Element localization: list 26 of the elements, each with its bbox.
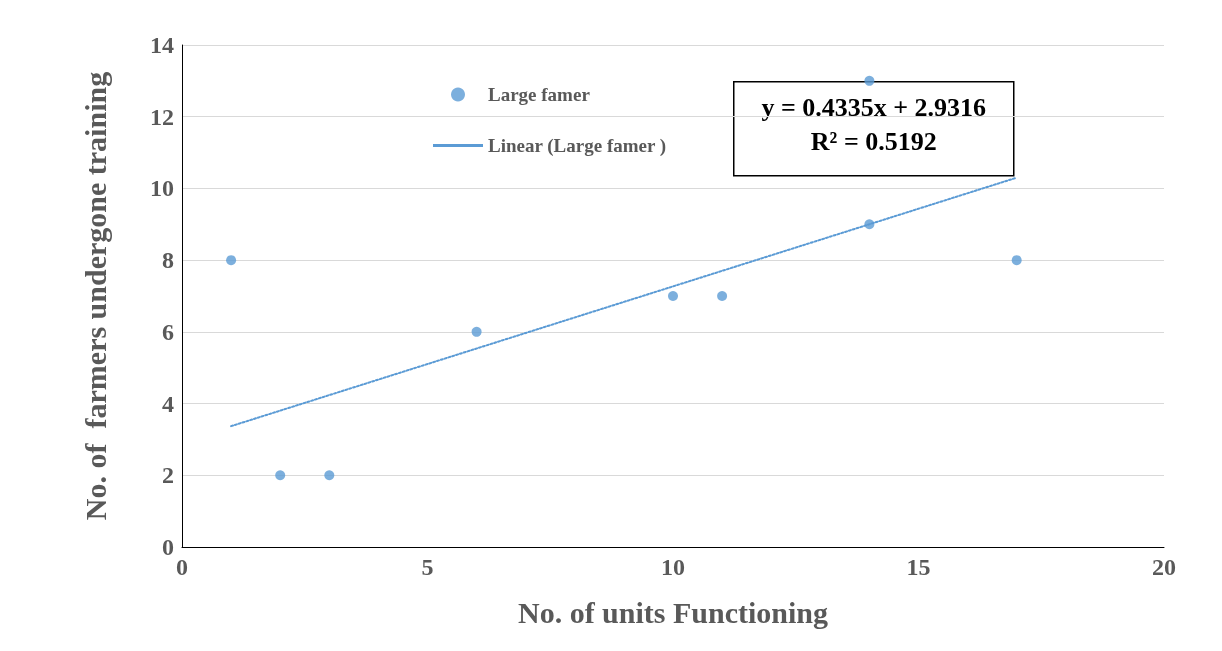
annotation: y = 0.4335x + 2.9316 <box>761 93 987 123</box>
x-tick-label: 10 <box>661 554 685 580</box>
point <box>717 291 728 301</box>
point <box>471 326 482 337</box>
y-tick-label: 12 <box>150 103 174 130</box>
point <box>668 291 678 301</box>
y-tick-label: 4 <box>162 390 174 417</box>
point <box>864 75 875 86</box>
x-tick-label: 5 <box>421 554 434 580</box>
y-tick-label: 0 <box>162 534 174 560</box>
point <box>324 470 335 481</box>
point <box>275 470 286 481</box>
x-tick-label: 15 <box>906 554 931 580</box>
y-tick-label: 10 <box>150 175 174 202</box>
y-tick-label: 6 <box>162 318 174 345</box>
point <box>226 255 237 266</box>
y-tick-label: 2 <box>162 462 174 489</box>
y-axis-title: No. of farmers undergone training <box>78 71 112 521</box>
y-tick-label: 14 <box>150 32 174 58</box>
x-tick-label: 20 <box>1152 554 1176 580</box>
legend-label: Large famer <box>488 84 591 105</box>
y-tick-label: 8 <box>162 247 174 274</box>
point <box>1011 255 1022 266</box>
annotation: R² = 0.5192 <box>810 127 937 157</box>
x-axis-title: No. of units Functioning <box>517 595 829 629</box>
legend-label: Linear (Large famer ) <box>488 135 667 157</box>
